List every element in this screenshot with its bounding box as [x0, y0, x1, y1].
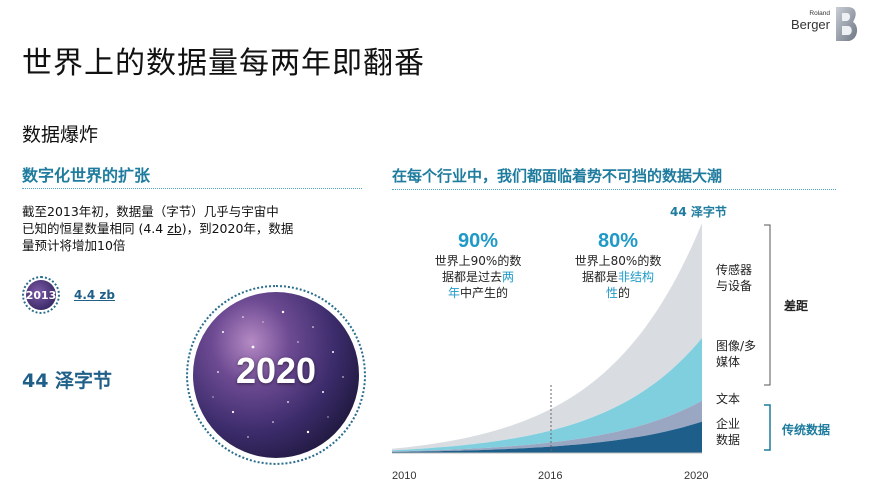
stat2-line3: 性的	[568, 285, 668, 301]
x-tick-2020: 2020	[684, 470, 709, 482]
stat-80-percent: 80% 世界上80%的数 据都是非结构 性的	[568, 230, 668, 301]
stat1-text: 世界上90%的数 据都是过去两 年中产生的	[420, 253, 536, 301]
badge-value: 4.4 zb	[74, 288, 116, 302]
year-2013-badge: 2013	[22, 276, 60, 314]
traditional-bracket	[764, 404, 771, 451]
area-enterprise-data	[392, 421, 702, 453]
stat1-line3: 年中产生的	[420, 285, 536, 301]
galaxy-image: 2020	[193, 292, 359, 458]
big-value-44zb: 44 泽字节	[22, 370, 113, 392]
section-subtitle: 数据爆炸	[22, 124, 99, 146]
stat1-line3a: 年	[447, 286, 460, 300]
label-gap: 差距	[784, 299, 809, 313]
page-title: 世界上的数据量每两年即翻番	[22, 46, 425, 81]
body-line-2-post: )，到2020年，数据	[181, 221, 294, 236]
area-image-multimedia	[392, 338, 702, 452]
galaxy-2020-circle: 2020	[186, 285, 366, 465]
stat2-line3a: 性	[605, 286, 618, 300]
label-sensor-devices: 传感器与设备	[716, 263, 753, 293]
stat1-line3b: 中产生的	[460, 286, 509, 300]
label-image-multimedia: 图像/多媒体	[716, 339, 757, 369]
logo-line2: Berger	[790, 17, 830, 32]
data-growth-chart	[392, 223, 771, 454]
zb-link: zb	[167, 221, 182, 236]
gap-bracket	[764, 224, 771, 386]
label-traditional-data: 传统数据	[782, 423, 831, 437]
stat2-line2a: 据都是	[581, 270, 618, 284]
x-tick-2016: 2016	[538, 470, 563, 482]
right-divider	[392, 189, 836, 190]
top-total-label: 44 泽字节	[670, 205, 727, 219]
stat2-line1: 世界上80%的数	[574, 254, 662, 268]
body-line-2: 已知的恒星数量相同 (4.4 zb)，到2020年，数据	[22, 220, 362, 237]
area-text	[392, 400, 702, 452]
stat-90-percent: 90% 世界上90%的数 据都是过去两 年中产生的	[420, 230, 536, 301]
stat1-pct: 90%	[457, 230, 499, 252]
body-line-2-pre: 已知的恒星数量相同 (4.4	[22, 221, 168, 236]
right-section-heading: 在每个行业中，我们都面临着势不可挡的数据大潮	[392, 167, 723, 185]
stat1-line2b: 两	[502, 270, 515, 284]
b-monogram-icon	[836, 7, 858, 41]
starfield	[212, 310, 344, 438]
label-text: 文本	[716, 392, 741, 406]
galaxy-year-label: 2020	[235, 350, 317, 391]
stat1-line2: 据都是过去两	[420, 269, 536, 285]
badge-year: 2013	[26, 280, 56, 310]
stat1-line1: 世界上90%的数	[434, 254, 522, 268]
stat2-text: 世界上80%的数 据都是非结构 性的	[568, 253, 668, 301]
stat2-line2b: 非结构	[618, 270, 655, 284]
area-sensor-devices	[392, 223, 702, 451]
logo-line1: Roland	[809, 10, 830, 17]
stat2-pct: 80%	[597, 230, 639, 252]
stat2-line3b: 的	[618, 286, 631, 300]
stat1-line2a: 据都是过去	[441, 270, 502, 284]
roland-berger-logo: Roland Berger	[784, 6, 860, 42]
body-line-3: 量预计将增加10倍	[22, 238, 126, 253]
left-section-heading: 数字化世界的扩张	[22, 166, 151, 185]
label-enterprise-data: 企业数据	[716, 417, 741, 447]
left-divider	[22, 188, 362, 189]
stat2-line2: 据都是非结构	[568, 269, 668, 285]
body-line-1: 截至2013年初，数据量（字节）几乎与宇宙中	[22, 204, 279, 219]
x-tick-2010: 2010	[392, 470, 417, 482]
left-body-text: 截至2013年初，数据量（字节）几乎与宇宙中 已知的恒星数量相同 (4.4 zb…	[22, 203, 362, 254]
